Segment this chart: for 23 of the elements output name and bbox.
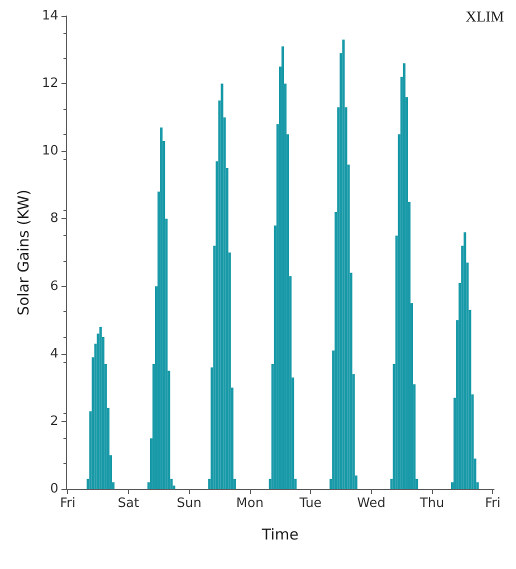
y-tick-label: 0 (50, 482, 58, 496)
x-tick-label: Fri (60, 496, 76, 511)
x-tick-label: Tue (298, 496, 322, 511)
y-tick-label: 14 (42, 8, 58, 24)
x-tick-label: Wed (357, 496, 386, 511)
bar (342, 40, 345, 489)
x-tick-label: Fri (484, 496, 500, 511)
y-tick-label: 4 (50, 346, 58, 362)
x-tick-label: Sat (118, 496, 140, 511)
y-tick-label: 10 (42, 144, 58, 159)
bar (464, 232, 466, 489)
y-tick-label: 12 (42, 76, 58, 92)
y-tick-label: 2 (50, 414, 58, 429)
y-axis-title: Solar Gains (KW) (14, 190, 32, 316)
bar (99, 326, 102, 489)
y-tick-label: 6 (50, 278, 58, 294)
x-tick-label: Mon (236, 496, 264, 511)
x-tick-label: Thu (418, 496, 444, 511)
y-tick-label: 8 (50, 211, 58, 226)
annotation: XLIM (466, 10, 504, 26)
x-tick-label: Sun (176, 496, 202, 511)
x-axis-title: Time (260, 526, 299, 544)
bar (220, 84, 224, 489)
